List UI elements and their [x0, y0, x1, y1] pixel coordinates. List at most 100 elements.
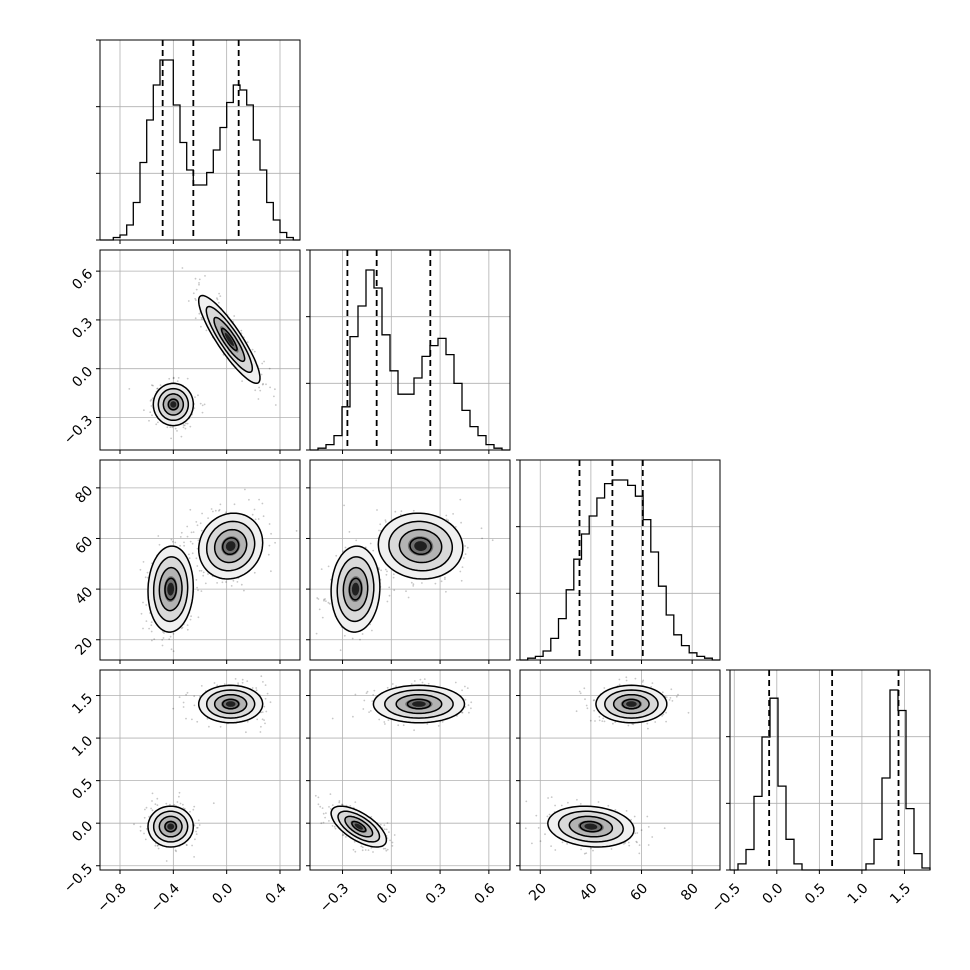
sample-point [170, 538, 173, 541]
sample-point [444, 576, 446, 579]
sample-point [383, 721, 386, 723]
sample-point [196, 565, 199, 567]
sample-point [174, 427, 177, 430]
sample-point [196, 827, 198, 829]
sample-point [402, 724, 405, 727]
sample-point [251, 687, 254, 689]
sample-point [610, 848, 613, 850]
sample-point [169, 426, 172, 428]
sample-point [154, 803, 157, 806]
sample-point [625, 676, 628, 679]
sample-point [189, 540, 192, 543]
sample-point [255, 687, 258, 689]
sample-point [627, 724, 630, 727]
sample-point [447, 519, 450, 522]
density-levels [148, 685, 263, 847]
sample-point [618, 678, 621, 681]
sample-point [405, 590, 407, 593]
sample-point [261, 718, 264, 721]
sample-point [614, 809, 617, 811]
sample-point [585, 704, 588, 707]
sample-point [340, 803, 343, 806]
sample-point [603, 720, 606, 723]
sample-point [186, 628, 189, 631]
sample-point [384, 521, 387, 523]
sample-point [158, 543, 161, 546]
sample-point [331, 804, 334, 806]
sample-point [531, 842, 533, 845]
sample-point [324, 816, 326, 819]
contour-line [568, 815, 614, 838]
sample-point [454, 681, 457, 684]
sample-point [324, 598, 326, 600]
sample-point [376, 509, 378, 511]
sample-point [317, 803, 320, 806]
sample-point [647, 727, 649, 730]
sample-point [246, 680, 249, 682]
sample-point [546, 815, 549, 818]
sample-point [387, 719, 390, 721]
sample-point [561, 841, 564, 844]
sample-point [566, 843, 568, 845]
sample-point [260, 725, 262, 728]
sample-point [182, 706, 185, 708]
sample-point [202, 571, 205, 574]
sample-point [176, 801, 179, 803]
sample-point [592, 699, 595, 702]
density-fill [224, 332, 234, 346]
sample-point [598, 719, 601, 722]
sample-point [261, 383, 264, 386]
y-tick-label: −0.5 [61, 861, 96, 896]
sample-point [178, 791, 181, 794]
sample-point [255, 689, 258, 692]
sample-point [319, 805, 322, 808]
sample-point [603, 687, 606, 689]
sample-point [419, 678, 422, 681]
sample-point [194, 317, 197, 320]
sample-point [651, 682, 654, 684]
sample-point [338, 801, 341, 804]
sample-point [157, 847, 160, 850]
sample-point [268, 367, 271, 370]
sample-point [169, 635, 172, 638]
sample-point [151, 639, 153, 642]
contour-line [152, 382, 195, 427]
sample-point [139, 568, 142, 571]
sample-point [388, 586, 391, 589]
sample-point [240, 329, 243, 332]
sample-point [142, 601, 144, 604]
sample-point [339, 649, 342, 652]
sample-point [204, 582, 207, 585]
sample-point [593, 709, 595, 712]
sample-point [412, 585, 415, 587]
sample-point [139, 829, 142, 832]
sample-point [394, 510, 397, 513]
sample-point [194, 396, 196, 398]
sample-point [200, 325, 202, 328]
sample-point [480, 527, 483, 530]
sample-point [635, 840, 638, 843]
sample-point [459, 570, 462, 573]
density-fill [412, 701, 426, 707]
sample-point [623, 843, 625, 845]
contour-line [197, 294, 261, 385]
sample-point [550, 845, 552, 847]
sample-point [467, 704, 470, 707]
sample-point [204, 275, 206, 277]
sample-point [216, 298, 219, 301]
sample-point [578, 690, 581, 693]
density-fill [225, 701, 236, 707]
sample-point [634, 832, 637, 835]
sample-point [162, 637, 165, 639]
sample-point [384, 519, 387, 521]
sample-point [412, 583, 415, 586]
sample-point [155, 423, 158, 426]
sample-point [364, 546, 367, 549]
sample-point [187, 300, 190, 302]
contour-line [348, 577, 363, 601]
sample-point [328, 820, 330, 822]
sample-point [251, 513, 254, 516]
sample-point [379, 523, 382, 526]
sample-point [212, 510, 214, 513]
sample-point [395, 685, 397, 688]
